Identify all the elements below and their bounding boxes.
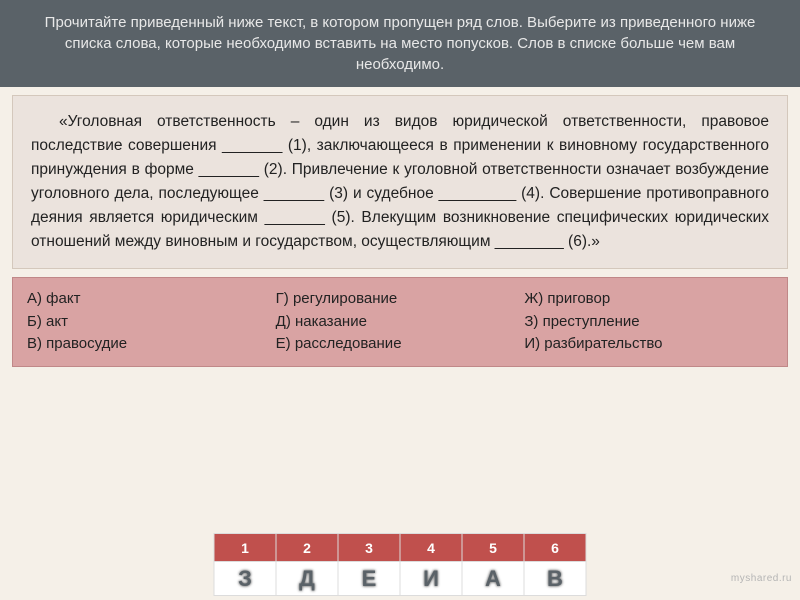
option-g: Г) регулирование bbox=[276, 288, 525, 311]
option-e: Е) расследование bbox=[276, 333, 525, 356]
instruction-header: Прочитайте приведенный ниже текст, в кот… bbox=[0, 0, 800, 87]
options-col-2: Г) регулирование Д) наказание Е) расслед… bbox=[276, 288, 525, 356]
cell-ans-2: Д bbox=[276, 562, 338, 596]
option-z: З) преступление bbox=[524, 311, 773, 334]
passage-box: «Уголовная ответственность – один из вид… bbox=[12, 95, 788, 269]
option-i: И) разбирательство bbox=[524, 333, 773, 356]
cell-num-1: 1 bbox=[214, 534, 276, 562]
table-row-numbers: 1 2 3 4 5 6 bbox=[214, 534, 586, 562]
cell-num-2: 2 bbox=[276, 534, 338, 562]
cell-num-3: 3 bbox=[338, 534, 400, 562]
options-col-3: Ж) приговор З) преступление И) разбирате… bbox=[524, 288, 773, 356]
cell-ans-3: Е bbox=[338, 562, 400, 596]
cell-num-5: 5 bbox=[462, 534, 524, 562]
cell-ans-1: З bbox=[214, 562, 276, 596]
table-row-letters: З Д Е И А В bbox=[214, 562, 586, 596]
answer-table: 1 2 3 4 5 6 З Д Е И А В bbox=[214, 533, 587, 596]
option-zh: Ж) приговор bbox=[524, 288, 773, 311]
option-d: Д) наказание bbox=[276, 311, 525, 334]
cell-ans-4: И bbox=[400, 562, 462, 596]
instruction-text: Прочитайте приведенный ниже текст, в кот… bbox=[45, 14, 756, 73]
options-box: А) факт Б) акт В) правосудие Г) регулиро… bbox=[12, 277, 788, 367]
cell-num-6: 6 bbox=[524, 534, 586, 562]
passage-text: «Уголовная ответственность – один из вид… bbox=[31, 110, 769, 254]
options-col-1: А) факт Б) акт В) правосудие bbox=[27, 288, 276, 356]
option-v: В) правосудие bbox=[27, 333, 276, 356]
option-a: А) факт bbox=[27, 288, 276, 311]
cell-num-4: 4 bbox=[400, 534, 462, 562]
option-b: Б) акт bbox=[27, 311, 276, 334]
cell-ans-5: А bbox=[462, 562, 524, 596]
watermark: myshared.ru bbox=[731, 573, 792, 584]
cell-ans-6: В bbox=[524, 562, 586, 596]
